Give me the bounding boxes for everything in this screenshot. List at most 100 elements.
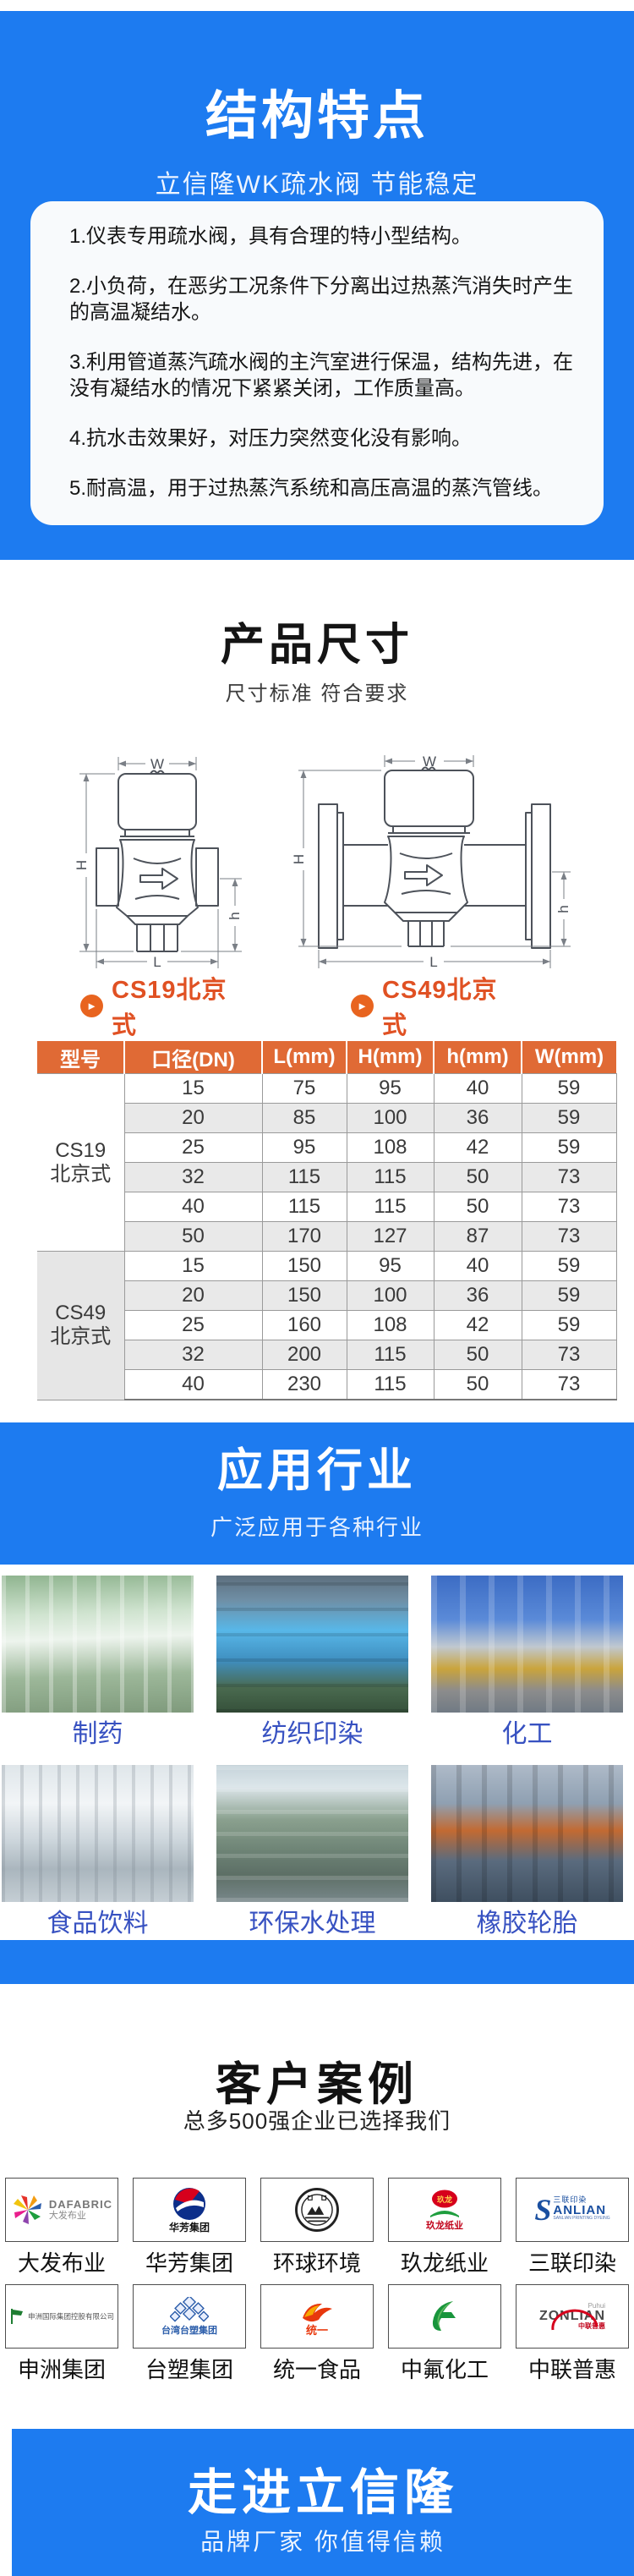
customer-logo-box: Puhui ZONLIAN 中联普惠	[516, 2284, 629, 2349]
industry-label: 环保水处理	[249, 1910, 376, 1937]
dim-l-label: L	[153, 954, 161, 970]
spec-value-cell: 73	[521, 1192, 617, 1222]
spec-value-cell: 20	[124, 1103, 263, 1133]
sanlian-logo: S 三联印染 ANLIAN SANLIAN PRINTING DYEING	[534, 2192, 610, 2227]
customer-name: 申洲集团	[17, 2356, 106, 2382]
table-row: 20 150 100 36 59	[37, 1280, 617, 1311]
dim-h-small-label: h	[227, 912, 243, 919]
spec-value-cell: 32	[124, 1340, 263, 1370]
table-row: 32 115 115 50 73	[37, 1162, 617, 1192]
spec-value-cell: 95	[346, 1251, 435, 1281]
huafang-badge-icon	[172, 2187, 205, 2220]
industry-item: 纺织印染	[216, 1576, 408, 1750]
spec-value-cell: 127	[346, 1221, 435, 1252]
spec-value-cell: 25	[124, 1310, 263, 1340]
spec-value-cell: 108	[346, 1132, 435, 1163]
spec-value-cell: 36	[433, 1103, 522, 1133]
dim-h-label: H	[74, 860, 90, 870]
spec-value-cell: 73	[521, 1369, 617, 1400]
spec-col-header: 型号	[37, 1041, 124, 1074]
customer-item: DAFABRIC 大发布业 大发布业	[5, 2178, 118, 2276]
model-group-cell: CS49 北京式	[37, 1251, 125, 1400]
feature-item: 3.利用管道蒸汽疏水阀的主汽室进行保温，结构先进，在没有凝结水的情况下紧紧关闭，…	[69, 351, 574, 400]
industry-label: 橡胶轮胎	[476, 1910, 578, 1937]
spec-value-cell: 59	[521, 1132, 617, 1163]
customer-name: 大发布业	[17, 2250, 106, 2276]
table-row: 40 230 115 50 73	[37, 1369, 617, 1400]
customer-item: Puhui ZONLIAN 中联普惠 中联普惠	[516, 2284, 629, 2382]
dim-l-label: L	[429, 954, 437, 970]
spec-value-cell: 95	[261, 1132, 347, 1163]
industry-photo	[2, 1765, 194, 1902]
customer-logo-box: S 三联印染 ANLIAN SANLIAN PRINTING DYEING	[516, 2178, 629, 2242]
spec-value-cell: 40	[433, 1073, 522, 1104]
table-row: 25 160 108 42 59	[37, 1310, 617, 1340]
customer-name: 中氟化工	[400, 2356, 489, 2382]
spec-value-cell: 50	[433, 1192, 522, 1222]
spec-value-cell: 160	[261, 1310, 347, 1340]
section-structural-features: 结构特点 立信隆WK疏水阀 节能稳定 1.仪表专用疏水阀，具有合理的特小型结构。…	[0, 11, 634, 560]
industry-label: 食品饮料	[46, 1910, 149, 1937]
feature-item: 2.小负荷，在恶劣工况条件下分离出过热蒸汽消失时产生的高温凝结水。	[69, 275, 574, 324]
model-name: CS49	[55, 1302, 107, 1325]
industry-label: 纺织印染	[261, 1720, 363, 1748]
customer-item: 玖龙 玖龙纸业玖龙纸业	[388, 2178, 501, 2276]
valve-diagram-cs49: W H h	[291, 750, 575, 978]
dim-w-label: W	[423, 754, 436, 770]
diagram-label-text: CS49北京式	[382, 977, 498, 1039]
customer-name: 三联印染	[527, 2250, 616, 2276]
spec-value-cell: 115	[346, 1369, 435, 1400]
customer-logo-box	[388, 2284, 501, 2349]
spec-value-cell: 42	[433, 1132, 522, 1163]
applications-subtitle: 广泛应用于各种行业	[210, 1515, 424, 1540]
industry-photo	[431, 1576, 623, 1713]
spec-value-cell: 115	[261, 1162, 347, 1192]
industry-photo	[216, 1576, 408, 1713]
dim-w-label: W	[150, 756, 164, 772]
logo-row: DAFABRIC 大发布业 大发布业 华芳集团 华芳集团 环球环境 玖龙 玖龙纸业 玖龙…	[5, 2178, 629, 2276]
spec-value-cell: 115	[346, 1162, 435, 1192]
spec-value-cell: 100	[346, 1280, 435, 1311]
applications-grid: 制药 纺织印染 化工 食品饮料 环保水处理 橡胶轮胎	[2, 1576, 623, 1939]
play-icon: ►	[351, 994, 374, 1017]
applications-title: 应用行业	[217, 1445, 417, 1496]
diamond-cluster-icon	[170, 2296, 209, 2322]
spec-value-cell: 59	[521, 1310, 617, 1340]
spec-value-cell: 50	[433, 1340, 522, 1370]
spec-value-cell: 40	[433, 1251, 522, 1281]
bird-swoosh-icon	[303, 2303, 332, 2321]
spec-value-cell: 100	[346, 1103, 435, 1133]
customers-title: 客户案例	[216, 2059, 418, 2110]
table-row: 32 200 115 50 73	[37, 1340, 617, 1370]
spec-value-cell: 73	[521, 1162, 617, 1192]
industry-photo	[216, 1765, 408, 1902]
customer-logo-box: 玖龙 玖龙纸业	[388, 2178, 501, 2242]
customer-item: 申洲国际集团控股有限公司 申洲集团	[5, 2284, 118, 2382]
feature-list: 1.仪表专用疏水阀，具有合理的特小型结构。 2.小负荷，在恶劣工况条件下分离出过热…	[30, 201, 604, 525]
customer-item: 环球环境	[260, 2178, 374, 2276]
spec-value-cell: 73	[521, 1221, 617, 1252]
dim-h-label: H	[292, 854, 307, 864]
spec-value-cell: 85	[261, 1103, 347, 1133]
model-style: 北京式	[50, 1162, 112, 1186]
jiulong-icon: 玖龙	[430, 2190, 459, 2217]
spec-value-cell: 59	[521, 1280, 617, 1311]
customer-logo-box: 台湾台塑集团	[133, 2284, 246, 2349]
dimensions-title: 产品尺寸	[220, 621, 413, 670]
diagram-label-text: CS19北京式	[112, 977, 227, 1039]
section-applications: 应用行业 广泛应用于各种行业	[0, 1422, 634, 1565]
spec-value-cell: 73	[521, 1340, 617, 1370]
table-row: 50 170 127 87 73	[37, 1221, 617, 1252]
customer-logo-box	[260, 2178, 374, 2242]
spec-value-cell: 200	[261, 1340, 347, 1370]
customer-logo-box: 统一	[260, 2284, 374, 2349]
spec-col-header: H(mm)	[346, 1041, 434, 1074]
customer-name: 玖龙纸业	[400, 2250, 489, 2276]
spec-value-cell: 59	[521, 1103, 617, 1133]
dimensions-subtitle: 尺寸标准 符合要求	[225, 682, 409, 705]
table-row: 20 85 100 36 59	[37, 1103, 617, 1133]
industry-item: 制药	[2, 1576, 194, 1750]
spec-value-cell: 115	[261, 1192, 347, 1222]
customer-logo-grid: DAFABRIC 大发布业 大发布业 华芳集团 华芳集团 环球环境 玖龙 玖龙纸业 玖龙…	[5, 2178, 629, 2382]
